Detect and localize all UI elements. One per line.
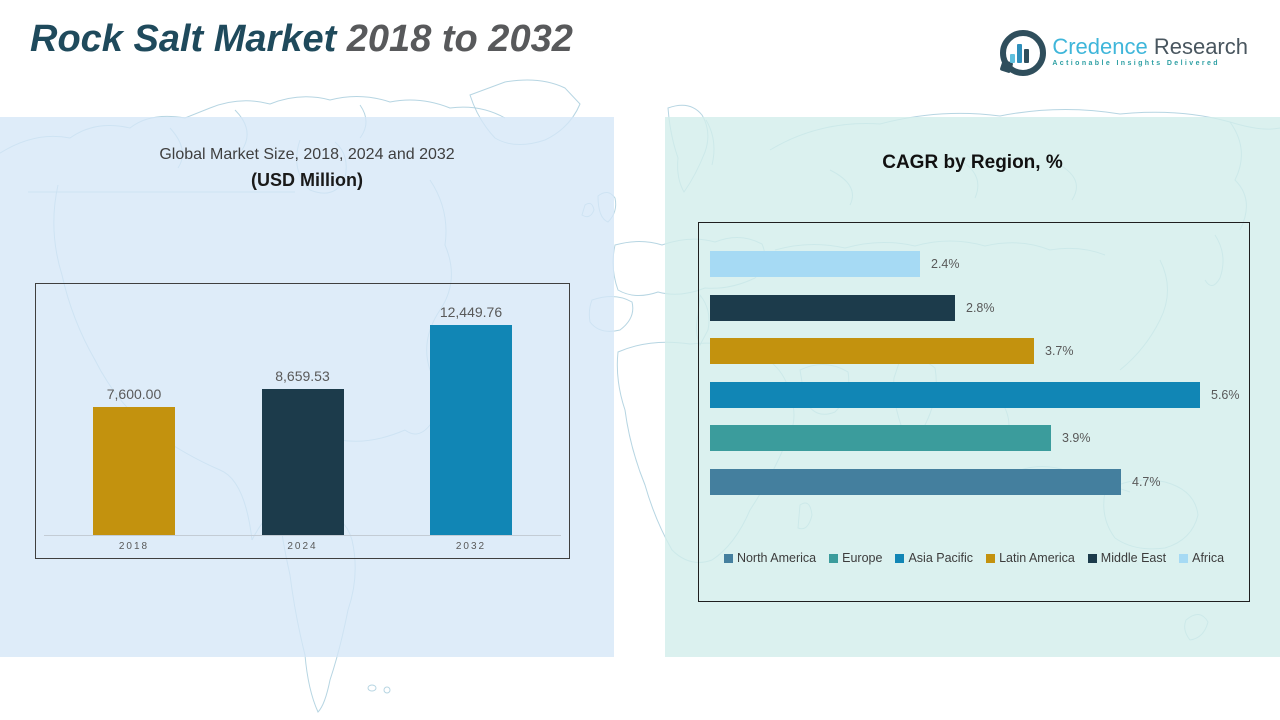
legend-item-asia-pacific: Asia Pacific <box>895 551 973 565</box>
legend-swatch <box>723 553 733 563</box>
chart-legend: North America Europe Asia Pacific Latin Ame… <box>699 551 1249 565</box>
cagr-value-label: 4.7% <box>1132 474 1161 489</box>
cagr-row-africa: 2.4% <box>710 251 1243 277</box>
left-chart-title: Global Market Size, 2018, 2024 and 2032 <box>159 146 455 163</box>
bar-column-2032: 12,449.76 <box>430 304 512 535</box>
x-axis-line <box>44 535 561 536</box>
legend-item-middle-east: Middle East <box>1087 551 1167 565</box>
logo-ring-shape <box>1000 30 1047 76</box>
legend-label: North America <box>736 551 817 565</box>
cagr-bar-latin-america <box>710 338 1034 364</box>
legend-swatch <box>1179 553 1189 563</box>
logo-bars-shape <box>1010 44 1030 63</box>
legend-item-europe: Europe <box>829 551 882 565</box>
x-axis-label-2024: 2024 <box>287 541 318 552</box>
logo-name: Credence Research <box>1052 35 1248 59</box>
x-axis-labels: 2018 2024 2032 <box>44 536 561 558</box>
logo-tagline: Actionable Insights Delivered <box>1052 60 1220 67</box>
bar-column-2018: 7,600.00 <box>93 386 175 535</box>
bar-chart-circle-logo-icon <box>997 28 1047 76</box>
page-title-years: 2018 to 2032 <box>336 18 573 60</box>
cagr-row-asia-pacific: 5.6% <box>710 381 1243 408</box>
cagr-value-label: 2.4% <box>931 257 960 271</box>
bar-column-2024: 8,659.53 <box>261 368 344 535</box>
cagr-row-north-america: 4.7% <box>710 468 1243 495</box>
legend-swatch <box>895 553 905 563</box>
logo-name-credence: Credence <box>1052 34 1148 59</box>
legend-label: Latin America <box>999 551 1075 565</box>
logo-text: Credence Research Actionable Insights De… <box>1052 35 1248 68</box>
bar-2024 <box>261 389 344 535</box>
cagr-value-label: 5.6% <box>1211 387 1240 402</box>
bar-2018 <box>93 407 175 535</box>
bar-value-label: 7,600.00 <box>106 386 162 402</box>
bar-2032 <box>430 325 512 535</box>
bar-columns: 7,600.00 8,659.53 12,449.76 <box>44 284 561 535</box>
page-title: Rock Salt Market 2018 to 2032 <box>30 18 573 61</box>
legend-swatch <box>1087 553 1097 563</box>
legend-item-latin-america: Latin America <box>986 551 1075 565</box>
legend-item-north-america: North America <box>723 551 817 565</box>
cagr-value-label: 3.7% <box>1045 344 1074 358</box>
x-axis-label-2018: 2018 <box>118 541 150 552</box>
x-axis-label-2032: 2032 <box>455 541 487 552</box>
bar-value-label: 8,659.53 <box>275 368 330 384</box>
credence-research-logo: Credence Research Actionable Insights De… <box>997 28 1248 76</box>
legend-item-africa: Africa <box>1179 551 1224 565</box>
legend-swatch <box>829 553 839 563</box>
legend-label: Europe <box>842 551 883 565</box>
cagr-bar-middle-east <box>710 294 955 321</box>
cagr-value-label: 3.9% <box>1062 431 1091 445</box>
logo-name-research: Research <box>1147 34 1248 59</box>
page-title-market: Rock Salt Market <box>30 18 337 60</box>
legend-label: Middle East <box>1100 551 1167 565</box>
cagr-bar-africa <box>710 251 920 277</box>
right-chart-title: CAGR by Region, % <box>882 152 1063 173</box>
horizontal-bars: 2.4% 2.8% 3.7% 5.6% 3.9% 4.7% <box>710 251 1243 512</box>
cagr-row-latin-america: 3.7% <box>710 338 1243 364</box>
cagr-bar-europe <box>710 425 1051 451</box>
cagr-bar-asia-pacific <box>710 381 1200 408</box>
market-size-bar-chart: 7,600.00 8,659.53 12,449.76 2018 2024 2032 <box>35 283 570 559</box>
cagr-row-europe: 3.9% <box>710 425 1243 451</box>
legend-label: Asia Pacific <box>908 551 974 565</box>
cagr-value-label: 2.8% <box>966 300 995 315</box>
bar-value-label: 12,449.76 <box>439 304 503 320</box>
left-chart-subtitle: (USD Million) <box>251 170 363 190</box>
cagr-row-middle-east: 2.8% <box>710 294 1243 321</box>
cagr-bar-north-america <box>710 468 1121 495</box>
legend-swatch <box>986 553 996 563</box>
cagr-by-region-chart: 2.4% 2.8% 3.7% 5.6% 3.9% 4.7% North America Eu… <box>698 222 1250 602</box>
legend-label: Africa <box>1192 551 1225 565</box>
